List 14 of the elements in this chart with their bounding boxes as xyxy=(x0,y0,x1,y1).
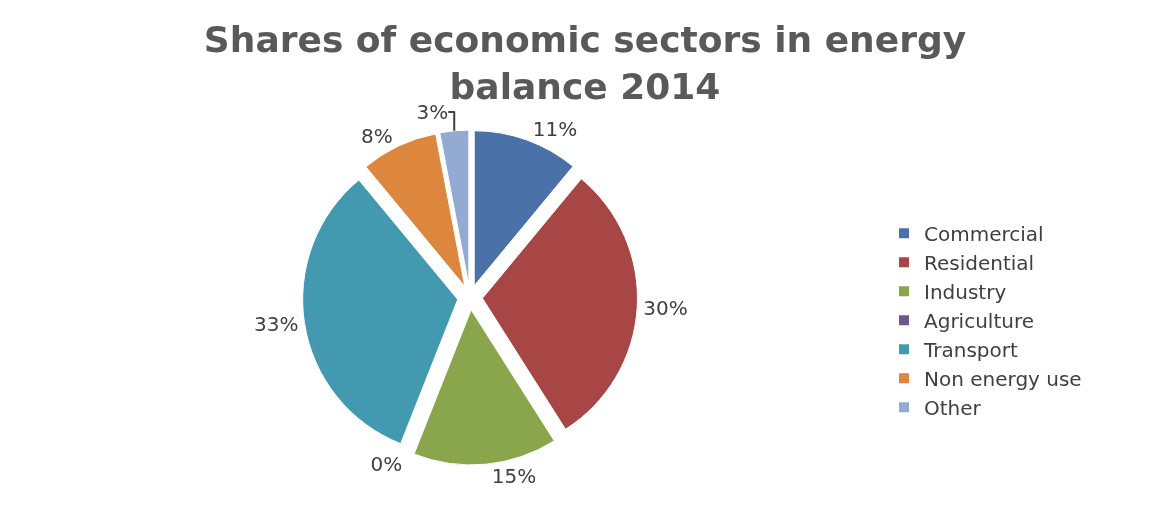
legend-label: Commercial xyxy=(924,222,1044,247)
data-label: 15% xyxy=(491,464,537,489)
legend-label: Non energy use xyxy=(924,367,1082,392)
data-label: 8% xyxy=(360,124,393,149)
legend-label: Transport xyxy=(923,338,1019,363)
legend-label: Industry xyxy=(924,280,1007,305)
data-label: 30% xyxy=(643,296,688,321)
data-label: 33% xyxy=(254,312,299,336)
legend-label: Agriculture xyxy=(924,309,1034,334)
data-label: 11% xyxy=(532,117,578,142)
data-label: 3% xyxy=(416,100,449,125)
text: 0% xyxy=(370,451,403,476)
legend-label: Other xyxy=(924,396,982,421)
legend-label: Residential xyxy=(924,251,1035,276)
